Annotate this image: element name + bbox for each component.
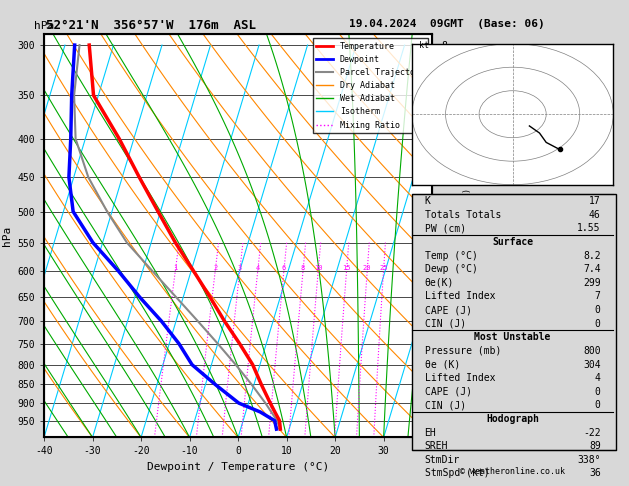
- Text: 8.2: 8.2: [583, 251, 601, 260]
- Text: 20: 20: [363, 265, 372, 271]
- Text: 17: 17: [589, 196, 601, 206]
- Text: hPa: hPa: [34, 21, 54, 31]
- Text: CAPE (J): CAPE (J): [425, 387, 472, 397]
- Text: CIN (J): CIN (J): [425, 400, 465, 410]
- Text: 10: 10: [314, 265, 323, 271]
- Text: 3: 3: [238, 265, 242, 271]
- Text: Pressure (mb): Pressure (mb): [425, 346, 501, 356]
- Text: 8: 8: [301, 265, 305, 271]
- Text: Lifted Index: Lifted Index: [425, 292, 495, 301]
- Text: θe (K): θe (K): [425, 360, 460, 369]
- Text: 4: 4: [595, 373, 601, 383]
- Text: 19.04.2024  09GMT  (Base: 06): 19.04.2024 09GMT (Base: 06): [348, 19, 545, 30]
- X-axis label: Dewpoint / Temperature (°C): Dewpoint / Temperature (°C): [147, 462, 329, 472]
- Text: Mixing Ratio (g/kg): Mixing Ratio (g/kg): [463, 188, 472, 283]
- Text: -22: -22: [583, 428, 601, 437]
- Text: © weatheronline.co.uk: © weatheronline.co.uk: [460, 467, 565, 476]
- Text: 4: 4: [255, 265, 260, 271]
- Legend: Temperature, Dewpoint, Parcel Trajectory, Dry Adiabat, Wet Adiabat, Isotherm, Mi: Temperature, Dewpoint, Parcel Trajectory…: [313, 38, 428, 133]
- Text: Surface: Surface: [492, 237, 533, 247]
- Text: CAPE (J): CAPE (J): [425, 305, 472, 315]
- Text: StmDir: StmDir: [425, 455, 460, 465]
- Text: K: K: [425, 196, 430, 206]
- Text: EH: EH: [425, 428, 437, 437]
- Text: 89: 89: [589, 441, 601, 451]
- Text: 46: 46: [589, 210, 601, 220]
- Text: 338°: 338°: [577, 455, 601, 465]
- Text: StmSpd (kt): StmSpd (kt): [425, 469, 489, 478]
- Text: 1.55: 1.55: [577, 224, 601, 233]
- Text: Totals Totals: Totals Totals: [425, 210, 501, 220]
- Text: Most Unstable: Most Unstable: [474, 332, 551, 342]
- Y-axis label: hPa: hPa: [2, 226, 12, 246]
- Text: 15: 15: [342, 265, 351, 271]
- Text: 304: 304: [583, 360, 601, 369]
- Text: 0: 0: [595, 319, 601, 329]
- Text: 1: 1: [173, 265, 177, 271]
- Text: 299: 299: [583, 278, 601, 288]
- Text: 0: 0: [595, 400, 601, 410]
- Text: Dewp (°C): Dewp (°C): [425, 264, 477, 274]
- Text: θe(K): θe(K): [425, 278, 454, 288]
- Text: PW (cm): PW (cm): [425, 224, 465, 233]
- Text: 800: 800: [583, 346, 601, 356]
- Text: Temp (°C): Temp (°C): [425, 251, 477, 260]
- Text: SREH: SREH: [425, 441, 448, 451]
- Text: 2: 2: [213, 265, 218, 271]
- Text: 0: 0: [595, 387, 601, 397]
- Text: 0: 0: [595, 305, 601, 315]
- Text: Lifted Index: Lifted Index: [425, 373, 495, 383]
- Text: CIN (J): CIN (J): [425, 319, 465, 329]
- Text: 36: 36: [589, 469, 601, 478]
- Y-axis label: km
ASL: km ASL: [463, 236, 481, 257]
- Text: 7.4: 7.4: [583, 264, 601, 274]
- Text: 25: 25: [379, 265, 388, 271]
- Text: Hodograph: Hodograph: [486, 414, 539, 424]
- Text: 6: 6: [282, 265, 286, 271]
- Text: kt: kt: [419, 41, 429, 51]
- Text: LCL: LCL: [440, 425, 455, 434]
- Text: 52°21'N  356°57'W  176m  ASL: 52°21'N 356°57'W 176m ASL: [46, 19, 256, 33]
- Text: 7: 7: [595, 292, 601, 301]
